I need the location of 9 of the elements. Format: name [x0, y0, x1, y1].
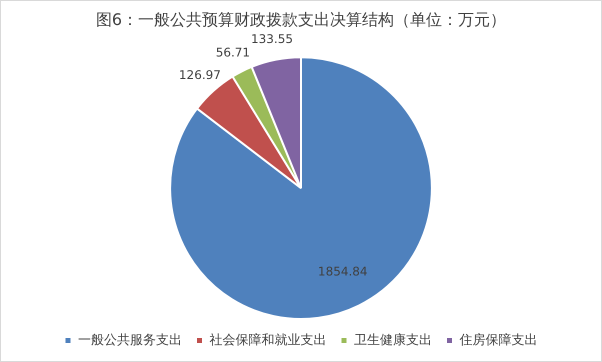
data-label: 126.97: [178, 68, 221, 82]
chart-title: 图6：一般公共预算财政拨款支出决算结构（单位：万元）: [96, 10, 506, 29]
data-label: 56.71: [216, 46, 250, 60]
legend-label: 卫生健康支出: [354, 332, 432, 348]
data-label: 1854.84: [318, 264, 368, 279]
legend-label: 社会保障和就业支出: [210, 332, 326, 348]
data-label: 133.55: [251, 32, 294, 46]
legend-label: 住房保障支出: [458, 332, 538, 348]
legend-label: 一般公共服务支出: [78, 332, 182, 348]
